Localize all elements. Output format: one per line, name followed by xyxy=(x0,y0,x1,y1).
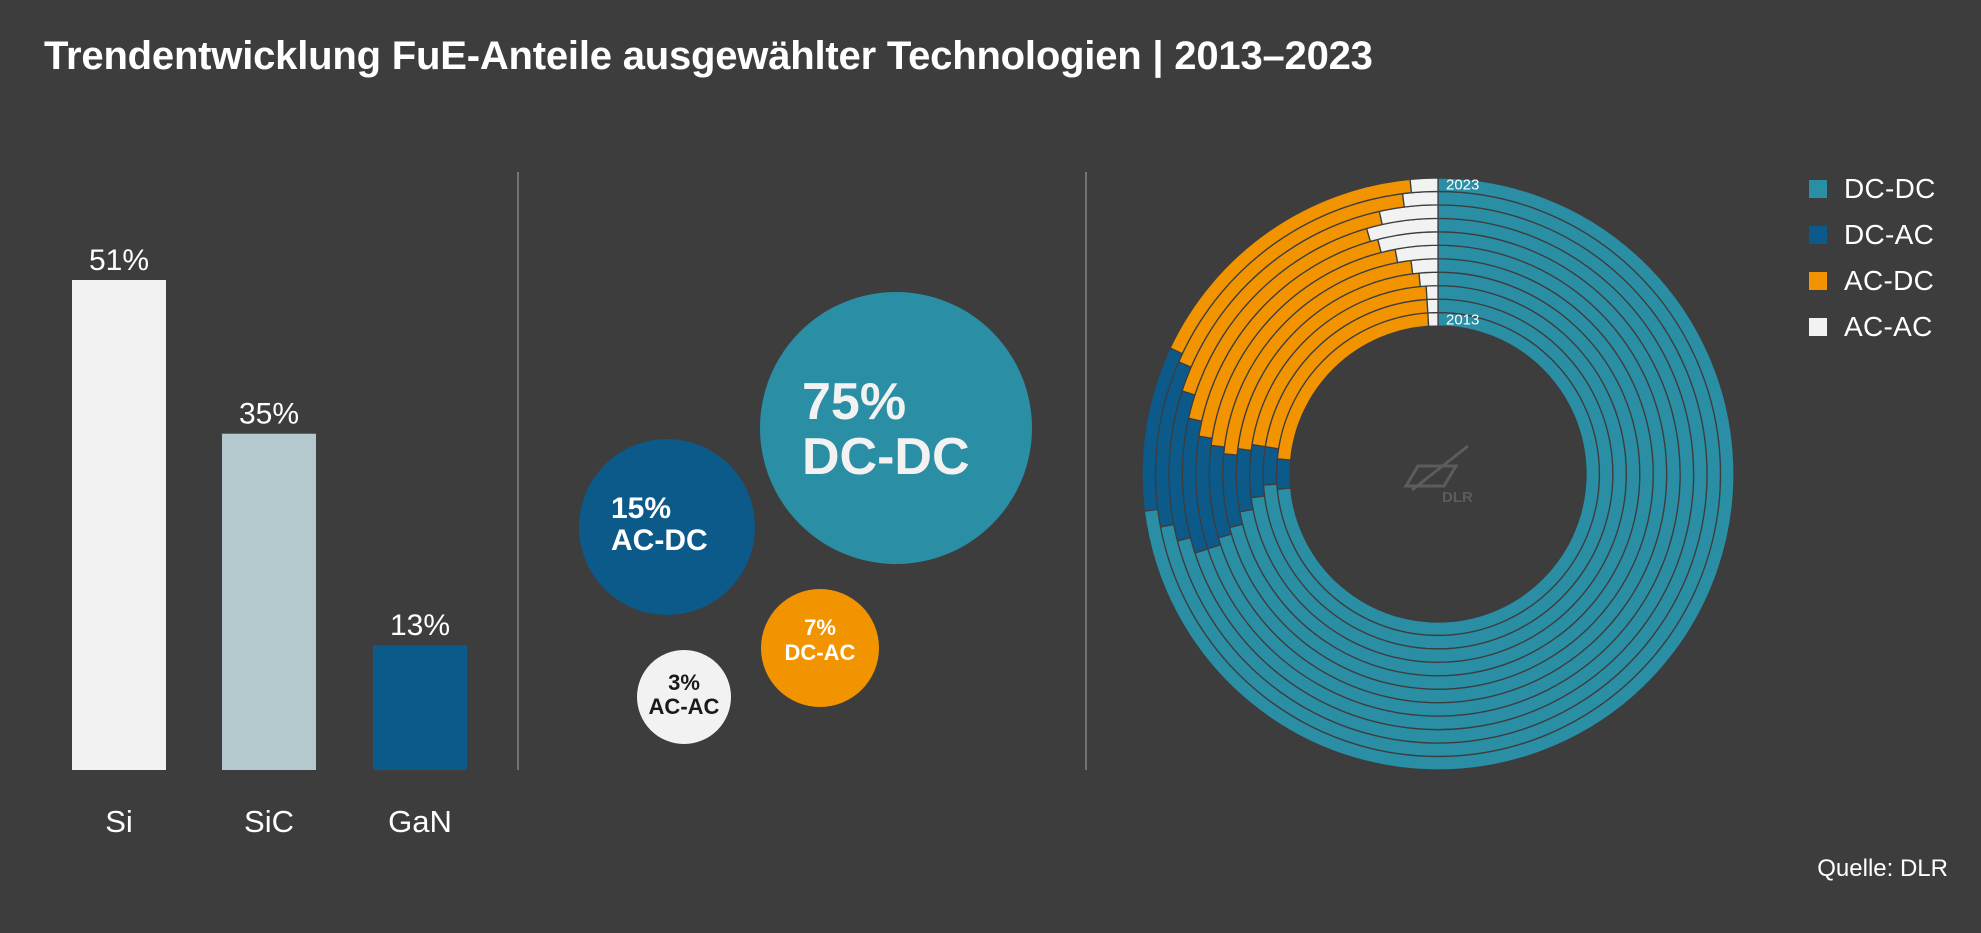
bar-category-label: GaN xyxy=(388,804,452,839)
bubble-chart: 75%DC-DC 15%AC-DC 7%DC-AC 3%AC-AC xyxy=(579,292,1032,744)
legend-swatch xyxy=(1809,180,1827,198)
page-title: Trendentwicklung FuE-Anteile ausgewählte… xyxy=(44,34,1373,78)
bubble-dc-ac xyxy=(761,589,879,707)
legend-label: AC-DC xyxy=(1844,265,1935,296)
ring-2015-ac-ac xyxy=(1425,284,1439,301)
bubble-value-label: 3% xyxy=(668,670,700,695)
legend: DC-DC DC-AC AC-DC AC-AC xyxy=(1809,166,1936,350)
legend-item-ac-ac: AC-AC xyxy=(1809,304,1936,350)
ring-2017-ac-ac xyxy=(1410,258,1439,275)
bar-value-label: 13% xyxy=(390,609,450,642)
legend-swatch xyxy=(1809,272,1827,290)
ring-2023-ac-ac xyxy=(1409,177,1439,194)
ring-2013-dc-ac xyxy=(1275,458,1292,490)
legend-label: AC-AC xyxy=(1844,311,1933,342)
ring-2022-ac-ac xyxy=(1401,190,1439,208)
bubble-dc-dc xyxy=(760,292,1032,564)
bubble-value-label: 15% xyxy=(611,492,671,525)
legend-item-ac-dc: AC-DC xyxy=(1809,258,1936,304)
dlr-logo-mark-icon xyxy=(1403,444,1469,492)
bubble-category-label: AC-AC xyxy=(649,694,720,719)
ring-2015-dc-ac xyxy=(1249,443,1266,499)
bar-category-label: Si xyxy=(105,804,133,839)
bar-category-label: SiC xyxy=(244,804,294,839)
legend-label: DC-DC xyxy=(1844,173,1936,204)
source-note: Quelle: DLR xyxy=(1817,855,1948,882)
legend-swatch xyxy=(1809,226,1827,244)
ring-2016-ac-ac xyxy=(1418,271,1439,288)
bubble-value-label: 7% xyxy=(804,615,836,640)
bubble-category-label: DC-AC xyxy=(785,640,856,665)
bar-si xyxy=(72,280,166,770)
bar-sic xyxy=(222,433,316,770)
bar-value-label: 35% xyxy=(239,398,299,431)
bubble-category-label: AC-DC xyxy=(611,524,708,557)
dlr-logo: DLR xyxy=(1403,444,1473,506)
year-label-inner: 2013 xyxy=(1446,311,1479,328)
bubble-ac-ac xyxy=(637,650,731,744)
bar-chart: 51% Si 35% SiC 13% GaN xyxy=(72,244,467,839)
bubble-category-label: DC-DC xyxy=(802,428,970,486)
dlr-logo-text: DLR xyxy=(1442,489,1473,506)
year-label-outer: 2023 xyxy=(1446,177,1479,194)
bar-gan xyxy=(373,645,467,770)
donut-chart: 2023 2013 xyxy=(1141,177,1735,771)
bar-value-label: 51% xyxy=(89,244,149,277)
legend-item-dc-ac: DC-AC xyxy=(1809,212,1936,258)
ring-2014-ac-ac xyxy=(1426,298,1439,314)
legend-label: DC-AC xyxy=(1844,219,1935,250)
ring-2014-dc-ac xyxy=(1262,445,1280,486)
legend-swatch xyxy=(1809,318,1827,336)
ring-2013-ac-ac xyxy=(1427,311,1439,327)
bubble-value-label: 75% xyxy=(802,373,906,431)
bubble-ac-dc xyxy=(579,439,755,615)
legend-item-dc-dc: DC-DC xyxy=(1809,166,1936,212)
